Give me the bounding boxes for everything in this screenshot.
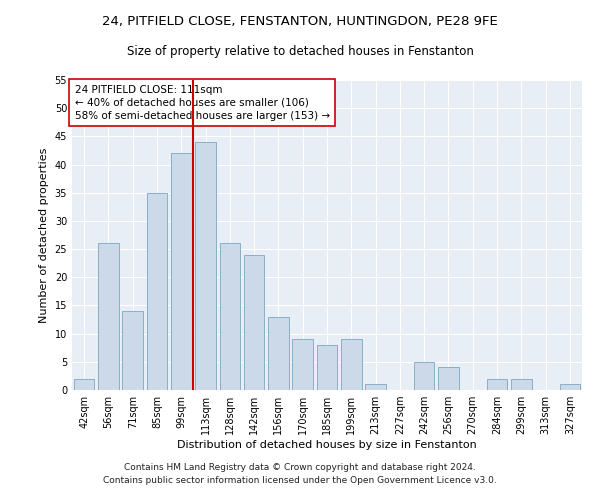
Bar xyxy=(414,362,434,390)
Bar xyxy=(74,378,94,390)
Text: Contains HM Land Registry data © Crown copyright and database right 2024.
Contai: Contains HM Land Registry data © Crown c… xyxy=(103,464,497,485)
Y-axis label: Number of detached properties: Number of detached properties xyxy=(39,148,49,322)
Bar xyxy=(146,192,167,390)
Bar xyxy=(244,254,265,390)
Bar xyxy=(365,384,386,390)
Bar xyxy=(560,384,580,390)
Bar xyxy=(511,378,532,390)
Bar xyxy=(341,340,362,390)
Bar xyxy=(268,316,289,390)
Text: 24, PITFIELD CLOSE, FENSTANTON, HUNTINGDON, PE28 9FE: 24, PITFIELD CLOSE, FENSTANTON, HUNTINGD… xyxy=(102,15,498,28)
Bar xyxy=(220,244,240,390)
Bar xyxy=(171,154,191,390)
Bar xyxy=(292,340,313,390)
Bar xyxy=(317,345,337,390)
Bar xyxy=(122,311,143,390)
Bar xyxy=(487,378,508,390)
Bar xyxy=(195,142,216,390)
Bar xyxy=(98,244,119,390)
Text: Size of property relative to detached houses in Fenstanton: Size of property relative to detached ho… xyxy=(127,45,473,58)
X-axis label: Distribution of detached houses by size in Fenstanton: Distribution of detached houses by size … xyxy=(177,440,477,450)
Text: 24 PITFIELD CLOSE: 111sqm
← 40% of detached houses are smaller (106)
58% of semi: 24 PITFIELD CLOSE: 111sqm ← 40% of detac… xyxy=(74,84,329,121)
Bar xyxy=(438,368,459,390)
